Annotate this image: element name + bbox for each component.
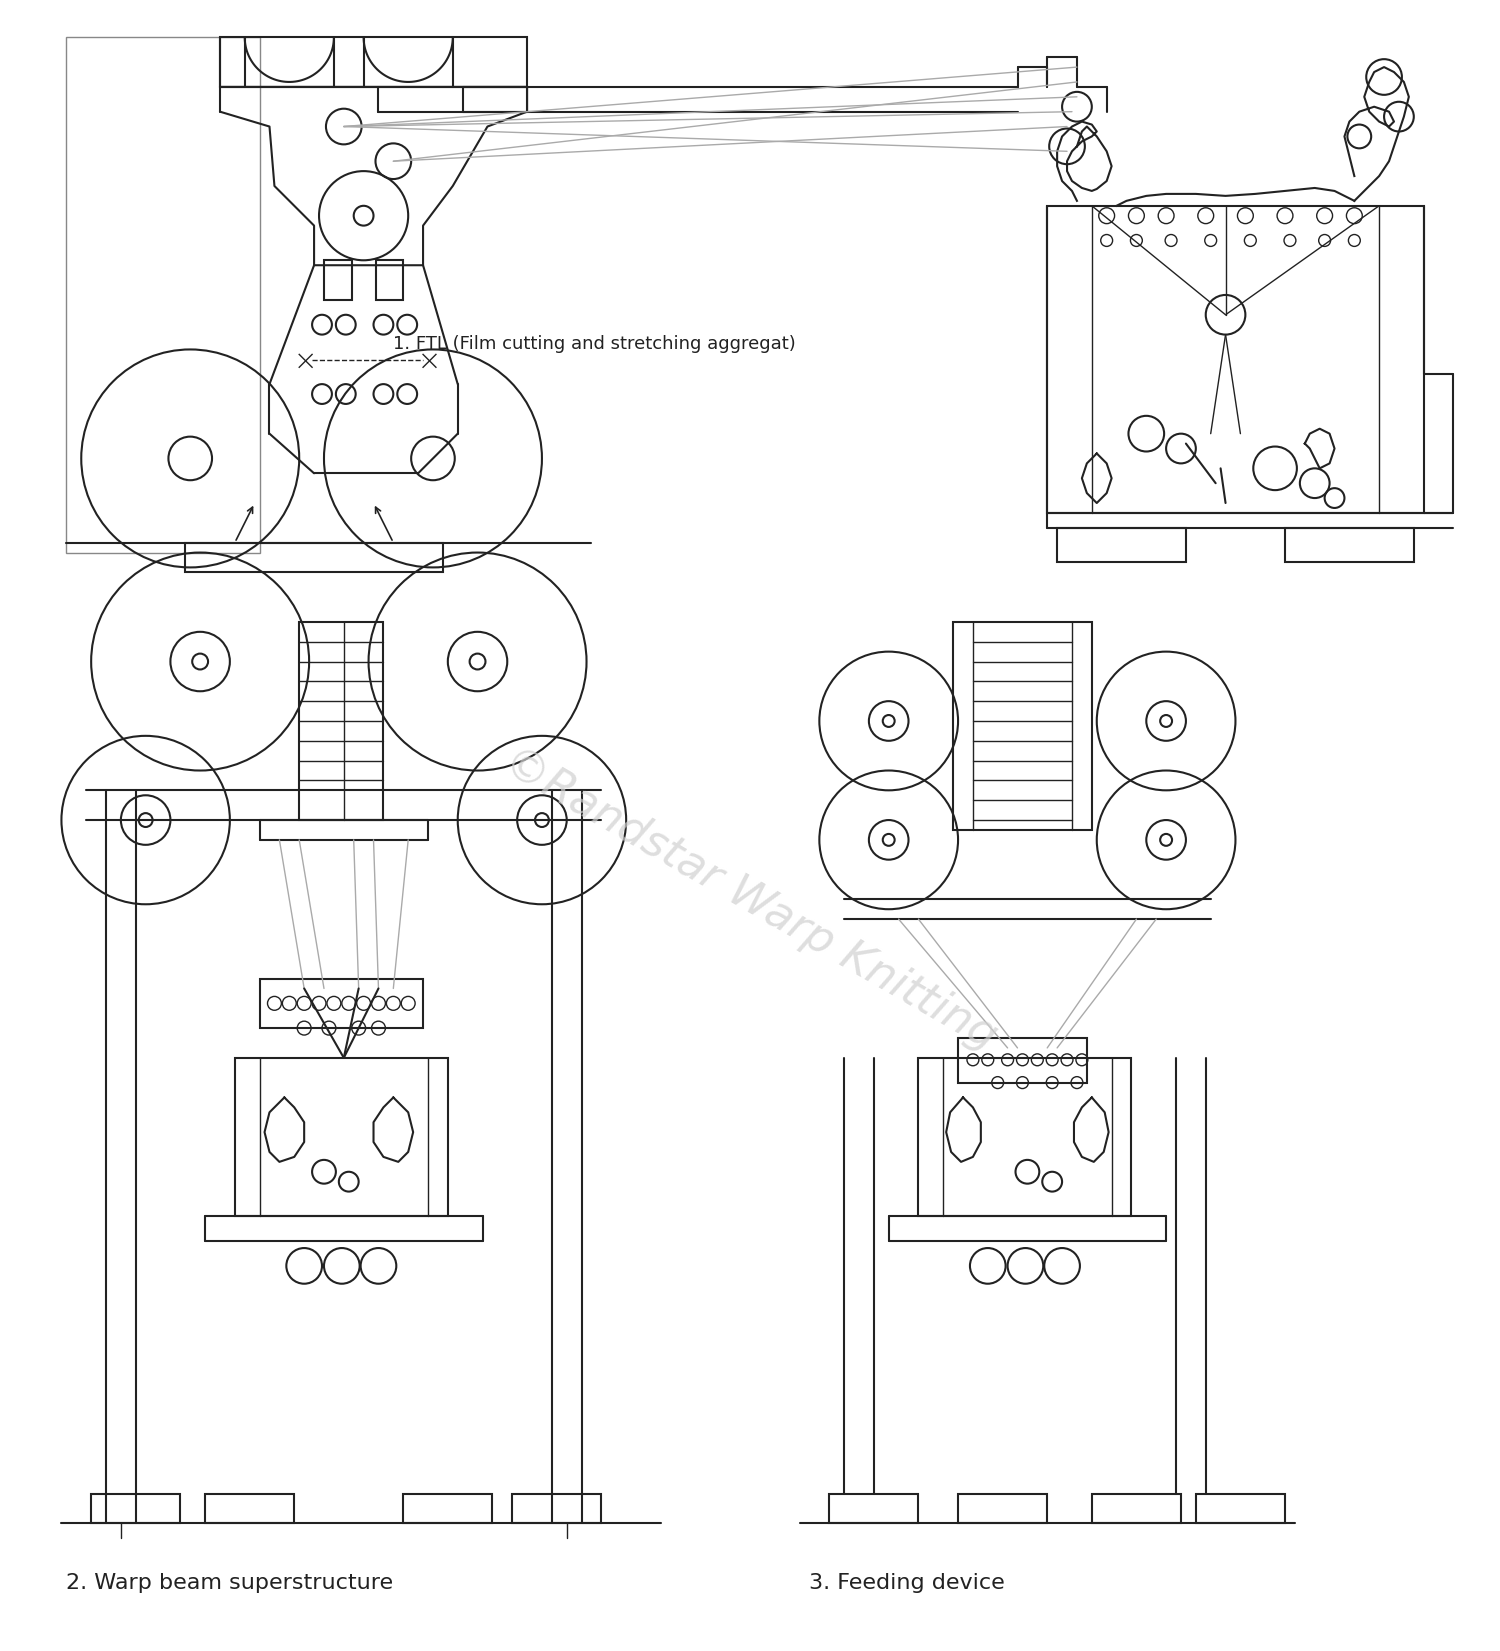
Text: ©Randstar Warp Knitting: ©Randstar Warp Knitting	[495, 740, 1005, 1058]
Bar	[958, 1038, 1088, 1083]
Bar	[1196, 1494, 1286, 1524]
Bar	[404, 1494, 492, 1524]
Text: 3. Feeding device: 3. Feeding device	[810, 1573, 1005, 1593]
Bar	[236, 1058, 448, 1217]
Bar	[298, 622, 384, 821]
Bar	[918, 1058, 1131, 1217]
Text: 2. Warp beam superstructure: 2. Warp beam superstructure	[66, 1573, 393, 1593]
Bar	[206, 1494, 294, 1524]
Bar	[952, 622, 1092, 830]
Bar	[1286, 528, 1414, 563]
Bar	[324, 261, 351, 300]
Bar	[66, 38, 260, 553]
Bar	[958, 1494, 1047, 1524]
Bar	[830, 1494, 918, 1524]
Bar	[375, 261, 404, 300]
Bar	[1092, 1494, 1180, 1524]
Bar	[260, 979, 423, 1029]
Bar	[92, 1494, 180, 1524]
Text: 1. FTL (Film cutting and stretching aggregat): 1. FTL (Film cutting and stretching aggr…	[393, 335, 796, 353]
Bar	[512, 1494, 602, 1524]
Bar	[220, 38, 526, 88]
Bar	[1058, 528, 1186, 563]
Bar	[1047, 206, 1424, 513]
Bar	[186, 543, 442, 573]
